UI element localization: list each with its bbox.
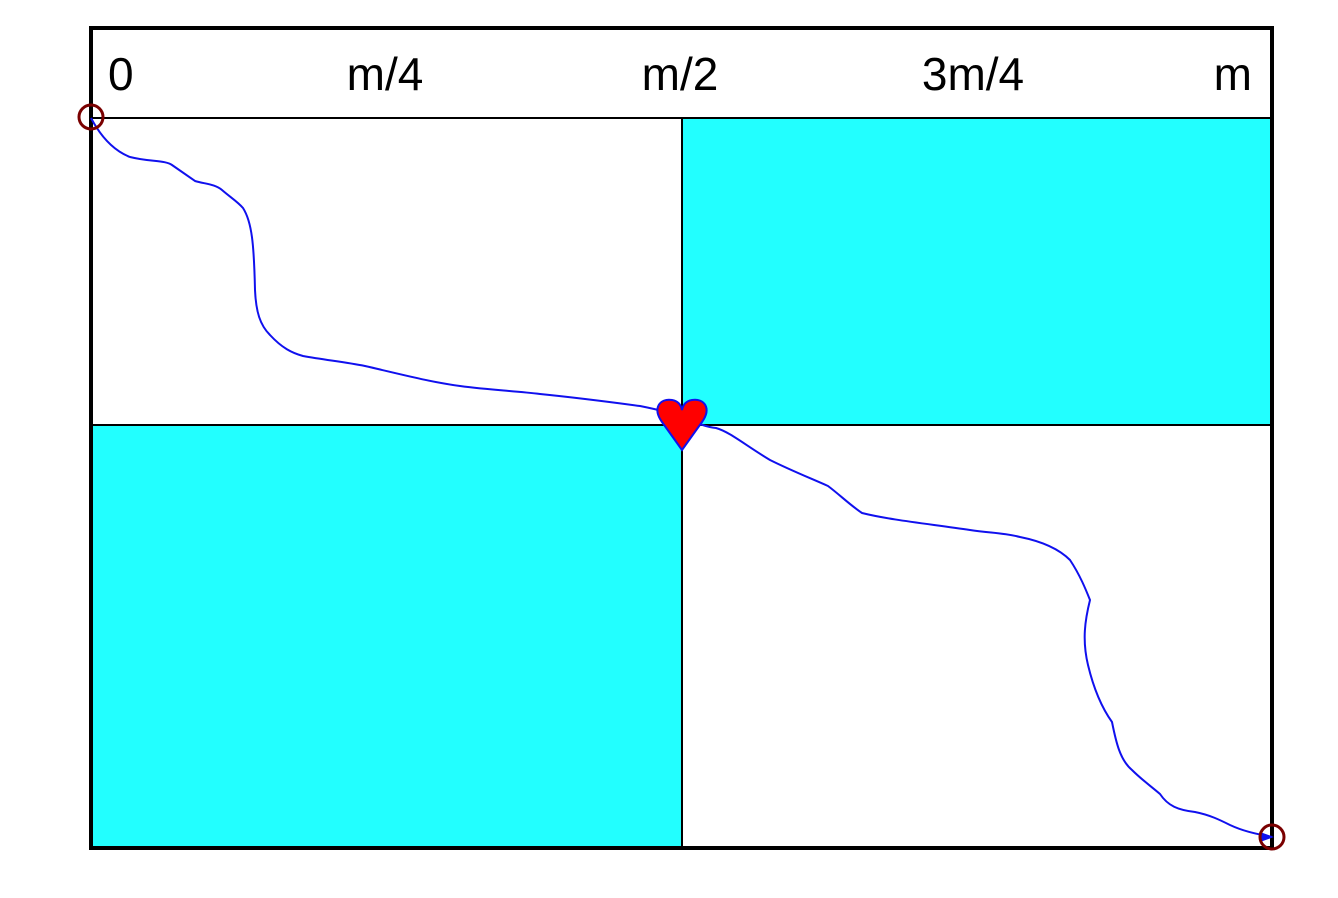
outer-frame-border <box>89 26 1274 850</box>
tick-label-0: 0 <box>108 48 134 100</box>
path-arrow-tip <box>1260 832 1274 842</box>
tick-label-m-quarter: m/4 <box>347 48 424 100</box>
tick-label-3m-quarter: 3m/4 <box>922 48 1024 100</box>
tick-label-m: m <box>1214 48 1252 100</box>
tick-label-m-half: m/2 <box>642 48 719 100</box>
quadrant-top-right <box>682 118 1272 425</box>
end-endpoint-circle <box>1258 823 1286 851</box>
start-endpoint-circle <box>77 103 105 131</box>
heart-icon <box>656 398 708 452</box>
quadrant-bottom-left <box>91 425 682 848</box>
warping-path <box>90 117 1273 838</box>
